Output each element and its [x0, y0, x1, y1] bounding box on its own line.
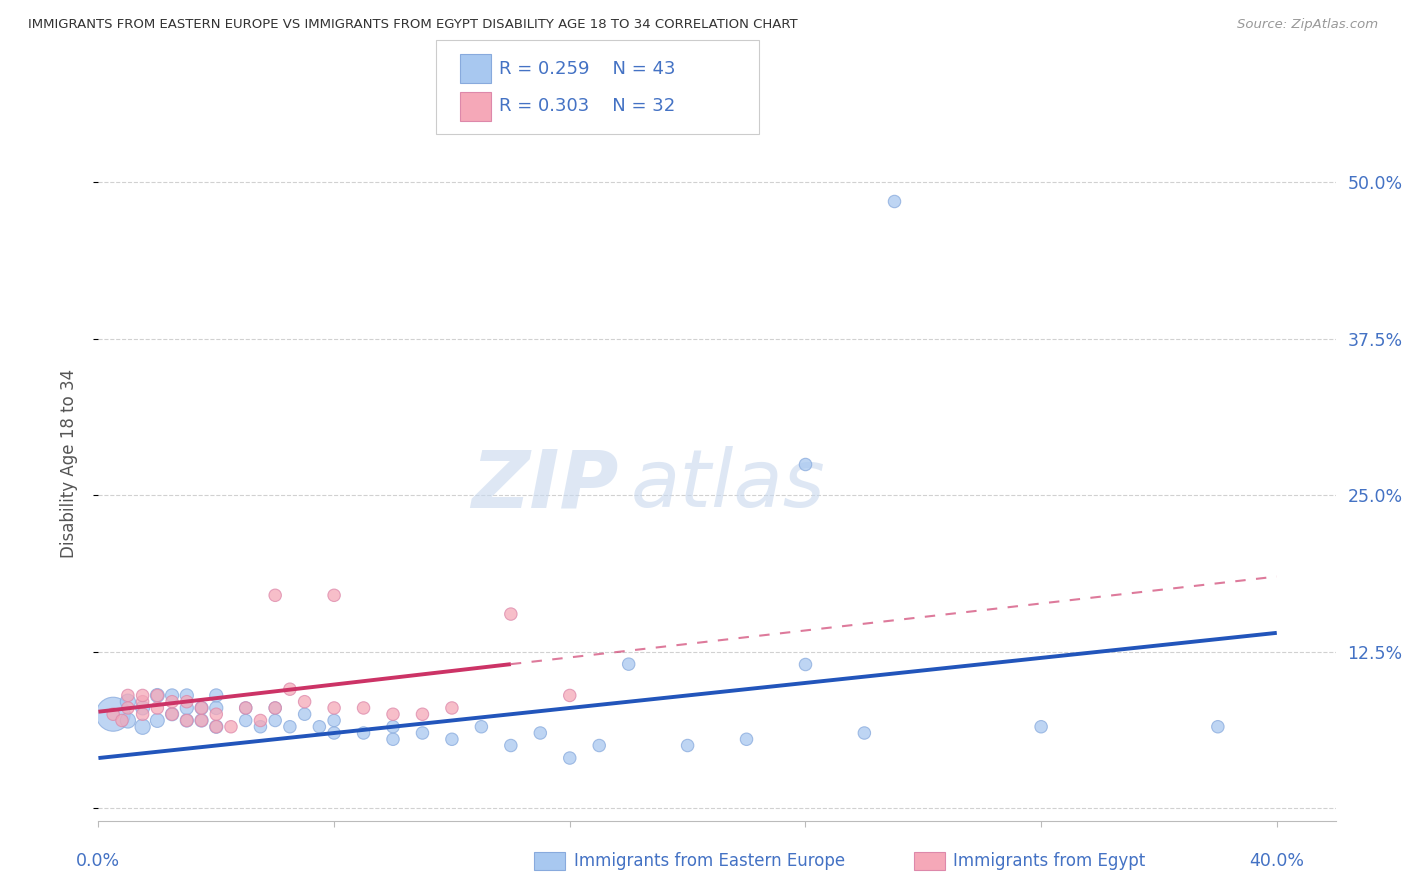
- Point: [499, 739, 522, 753]
- Point: [382, 720, 405, 734]
- Point: [160, 707, 183, 722]
- Point: [588, 739, 610, 753]
- Point: [278, 720, 301, 734]
- Point: [235, 701, 257, 715]
- Point: [131, 695, 153, 709]
- Text: atlas: atlas: [630, 446, 825, 524]
- Point: [176, 714, 198, 728]
- Point: [1206, 720, 1229, 734]
- Point: [190, 714, 212, 728]
- Point: [249, 714, 271, 728]
- Point: [190, 701, 212, 715]
- Point: [160, 695, 183, 709]
- Point: [353, 726, 375, 740]
- Point: [205, 701, 228, 715]
- Point: [853, 726, 876, 740]
- Point: [323, 701, 346, 715]
- Text: 0.0%: 0.0%: [76, 852, 121, 870]
- Point: [131, 720, 153, 734]
- Point: [440, 732, 463, 747]
- Y-axis label: Disability Age 18 to 34: Disability Age 18 to 34: [59, 369, 77, 558]
- Point: [190, 701, 212, 715]
- Point: [131, 689, 153, 703]
- Point: [190, 714, 212, 728]
- Text: 40.0%: 40.0%: [1250, 852, 1305, 870]
- Point: [264, 588, 287, 602]
- Point: [111, 714, 134, 728]
- Point: [264, 714, 287, 728]
- Point: [676, 739, 699, 753]
- Point: [146, 689, 169, 703]
- Point: [176, 701, 198, 715]
- Text: Immigrants from Egypt: Immigrants from Egypt: [953, 852, 1146, 870]
- Point: [794, 657, 817, 672]
- Point: [794, 457, 817, 471]
- Point: [323, 714, 346, 728]
- Text: ZIP: ZIP: [471, 446, 619, 524]
- Point: [117, 689, 139, 703]
- Point: [323, 588, 346, 602]
- Point: [205, 689, 228, 703]
- Point: [558, 751, 581, 765]
- Point: [176, 689, 198, 703]
- Text: Source: ZipAtlas.com: Source: ZipAtlas.com: [1237, 18, 1378, 31]
- Point: [499, 607, 522, 621]
- Point: [160, 689, 183, 703]
- Text: R = 0.303    N = 32: R = 0.303 N = 32: [499, 97, 675, 115]
- Point: [205, 720, 228, 734]
- Point: [382, 707, 405, 722]
- Point: [146, 689, 169, 703]
- Point: [117, 714, 139, 728]
- Point: [294, 707, 316, 722]
- Point: [205, 720, 228, 734]
- Point: [353, 701, 375, 715]
- Point: [101, 707, 124, 722]
- Point: [205, 707, 228, 722]
- Point: [382, 732, 405, 747]
- Point: [264, 701, 287, 715]
- Point: [617, 657, 640, 672]
- Point: [219, 720, 242, 734]
- Text: IMMIGRANTS FROM EASTERN EUROPE VS IMMIGRANTS FROM EGYPT DISABILITY AGE 18 TO 34 : IMMIGRANTS FROM EASTERN EUROPE VS IMMIGR…: [28, 18, 797, 31]
- Point: [101, 707, 124, 722]
- Point: [235, 701, 257, 715]
- Point: [411, 707, 433, 722]
- Text: Immigrants from Eastern Europe: Immigrants from Eastern Europe: [574, 852, 845, 870]
- Point: [117, 701, 139, 715]
- Point: [131, 701, 153, 715]
- Point: [249, 720, 271, 734]
- Point: [146, 701, 169, 715]
- Point: [131, 707, 153, 722]
- Point: [278, 682, 301, 697]
- Point: [264, 701, 287, 715]
- Point: [176, 714, 198, 728]
- Point: [470, 720, 492, 734]
- Point: [160, 707, 183, 722]
- Point: [1029, 720, 1052, 734]
- Point: [176, 695, 198, 709]
- Point: [294, 695, 316, 709]
- Point: [235, 714, 257, 728]
- Point: [411, 726, 433, 740]
- Point: [440, 701, 463, 715]
- Point: [529, 726, 551, 740]
- Text: R = 0.259    N = 43: R = 0.259 N = 43: [499, 60, 676, 78]
- Point: [146, 714, 169, 728]
- Point: [308, 720, 330, 734]
- Point: [323, 726, 346, 740]
- Point: [883, 194, 905, 208]
- Point: [558, 689, 581, 703]
- Point: [117, 695, 139, 709]
- Point: [735, 732, 758, 747]
